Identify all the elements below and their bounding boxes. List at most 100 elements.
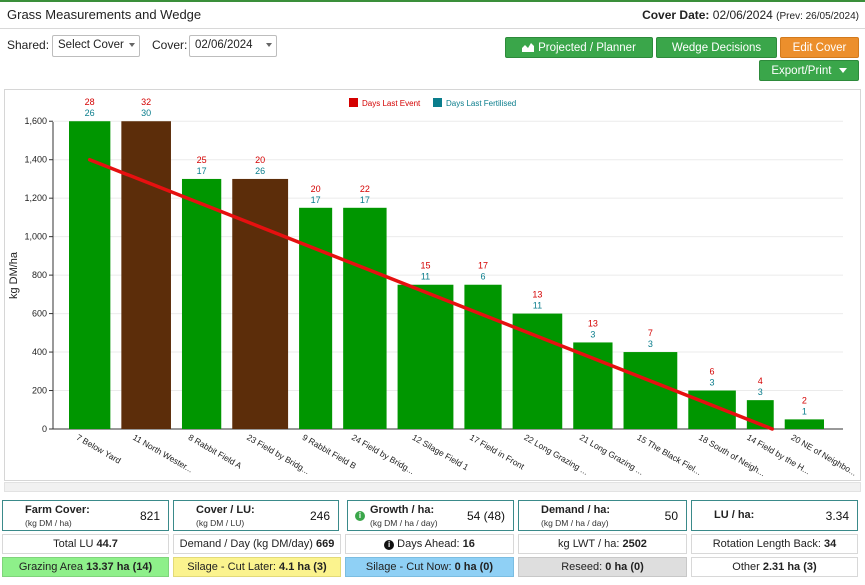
silage-cut-later-label: Silage - Cut Later:	[187, 561, 276, 573]
bar	[573, 342, 613, 429]
y-axis-label: kg DM/ha	[8, 251, 20, 299]
demand-day-label: Demand / Day (kg DM/day)	[179, 538, 313, 550]
days-ahead-value: 16	[462, 538, 475, 550]
demand-unit: (kg DM / ha / day)	[541, 518, 609, 528]
grazing-area-value: 13.37 ha (14)	[86, 561, 153, 573]
cover-select-value: 02/06/2024	[195, 39, 253, 51]
lu-ha-value: 3.34	[825, 509, 849, 523]
y-tick-label: 1,400	[24, 155, 47, 165]
other-area-value: 2.31 ha (3)	[762, 561, 817, 573]
wedge-chart: 0 200 400 600 800 1,000 1,200 1,400 1,600 kg DM/h…	[8, 97, 859, 478]
days-last-event-label: 7	[648, 328, 653, 338]
demand-label: Demand / ha:	[541, 504, 611, 516]
total-lu-value: 44.7	[96, 538, 118, 550]
y-tick-label: 400	[32, 347, 47, 357]
info-icon[interactable]: i	[384, 540, 395, 550]
days-last-event-label: 28	[85, 97, 95, 107]
total-lu-label: Total LU	[53, 538, 94, 550]
rotation-length-value: 34	[824, 538, 837, 550]
wedge-decisions-label: Wedge Decisions	[671, 42, 762, 54]
lu-ha-stat: LU / ha: 3.34	[691, 500, 858, 531]
grazing-area-label: Grazing Area	[18, 561, 84, 573]
bar	[397, 284, 454, 429]
days-last-fertilised-label: 26	[255, 166, 265, 176]
y-tick-label: 1,600	[24, 116, 47, 126]
cover-date-prev: (Prev: 26/05/2024)	[776, 11, 859, 22]
days-last-event-label: 20	[255, 155, 265, 165]
bar	[299, 207, 333, 429]
cover-date-display: Cover Date: 02/06/2024 (Prev: 26/05/2024…	[642, 8, 859, 22]
bar	[181, 178, 222, 429]
legend-swatch-event	[349, 98, 358, 107]
days-last-fertilised-label: 26	[85, 108, 95, 118]
silage-cut-now-cell: Silage - Cut Now: 0 ha (0)	[345, 557, 514, 577]
bar	[512, 313, 563, 429]
page-header: Grass Measurements and Wedge Cover Date:…	[0, 2, 865, 29]
x-tick-label: 15 The Black Fiel...	[635, 432, 703, 477]
wedge-target-line	[87, 157, 775, 431]
cover-select[interactable]: 02/06/2024	[189, 35, 277, 57]
other-area-cell: Other 2.31 ha (3)	[691, 557, 858, 577]
demand-value: 50	[664, 509, 678, 523]
lu-ha-label: LU / ha:	[714, 509, 755, 521]
growth-stat: i Growth / ha: (kg DM / ha / day) 54 (48…	[347, 500, 514, 531]
chevron-down-icon	[129, 43, 135, 47]
days-last-fertilised-label: 6	[481, 272, 486, 282]
chart-scrollbar[interactable]	[4, 482, 861, 492]
edit-cover-button[interactable]: Edit Cover	[780, 37, 859, 58]
days-last-event-label: 15	[420, 261, 430, 271]
shared-select[interactable]: Select Cover	[52, 35, 140, 57]
y-tick-label: 1,000	[24, 232, 47, 242]
farm-cover-unit: (kg DM / ha)	[25, 518, 72, 528]
cover-lu-value: 246	[309, 509, 330, 523]
days-last-event-label: 13	[532, 290, 542, 300]
info-icon[interactable]: i	[355, 511, 365, 521]
cover-lu-unit: (kg DM / LU)	[196, 518, 245, 528]
days-last-fertilised-label: 17	[360, 195, 370, 205]
wedge-decisions-button[interactable]: Wedge Decisions	[656, 37, 777, 58]
top-accent-line	[0, 0, 865, 2]
days-last-fertilised-label: 11	[421, 272, 430, 282]
demand-stat: Demand / ha: (kg DM / ha / day) 50	[518, 500, 687, 531]
days-last-event-label: 13	[588, 318, 598, 328]
grazing-area-cell: Grazing Area 13.37 ha (14)	[2, 557, 169, 577]
reseed-cell: Reseed: 0 ha (0)	[518, 557, 687, 577]
cover-date-value: 02/06/2024	[712, 8, 773, 22]
demand-day-value: 669	[315, 538, 335, 550]
shared-select-value: Select Cover	[58, 39, 124, 51]
days-last-event-label: 20	[311, 184, 321, 194]
days-last-event-label: 17	[478, 261, 488, 271]
cover-date-label: Cover Date:	[642, 8, 710, 22]
farm-cover-stat: Farm Cover: (kg DM / ha) 821	[2, 500, 169, 531]
export-print-label: Export/Print	[771, 65, 832, 77]
y-tick-label: 600	[32, 309, 47, 319]
days-last-event-label: 4	[758, 376, 763, 386]
y-tick-label: 0	[42, 424, 47, 434]
days-last-event-label: 22	[360, 184, 370, 194]
caret-down-icon	[838, 68, 847, 73]
days-last-fertilised-label: 1	[802, 406, 807, 416]
lwt-label: kg LWT / ha:	[558, 538, 620, 550]
reseed-label: Reseed:	[561, 561, 603, 573]
legend-label-fertilised: Days Last Fertilised	[446, 99, 516, 108]
bar	[121, 121, 171, 429]
bar	[623, 352, 678, 429]
growth-unit: (kg DM / ha / day)	[370, 518, 438, 528]
projected-planner-button[interactable]: Projected / Planner	[505, 37, 653, 58]
bar	[464, 284, 502, 429]
bar	[69, 121, 111, 429]
y-tick-label: 800	[32, 270, 47, 280]
days-last-fertilised-label: 17	[311, 195, 321, 205]
page-title: Grass Measurements and Wedge	[7, 7, 202, 22]
cover-label: Cover:	[152, 38, 188, 52]
y-tick-label: 200	[32, 386, 47, 396]
days-last-fertilised-label: 3	[590, 329, 595, 339]
days-last-fertilised-label: 3	[648, 339, 653, 349]
days-last-event-label: 6	[710, 367, 715, 377]
growth-value: 54 (48)	[466, 509, 505, 523]
chevron-down-icon	[266, 43, 272, 47]
x-tick-label: 11 North Wester...	[131, 432, 195, 475]
days-ahead-label: Days Ahead:	[397, 538, 460, 550]
reseed-value: 0 ha (0)	[605, 561, 644, 573]
export-print-button[interactable]: Export/Print	[759, 60, 859, 81]
